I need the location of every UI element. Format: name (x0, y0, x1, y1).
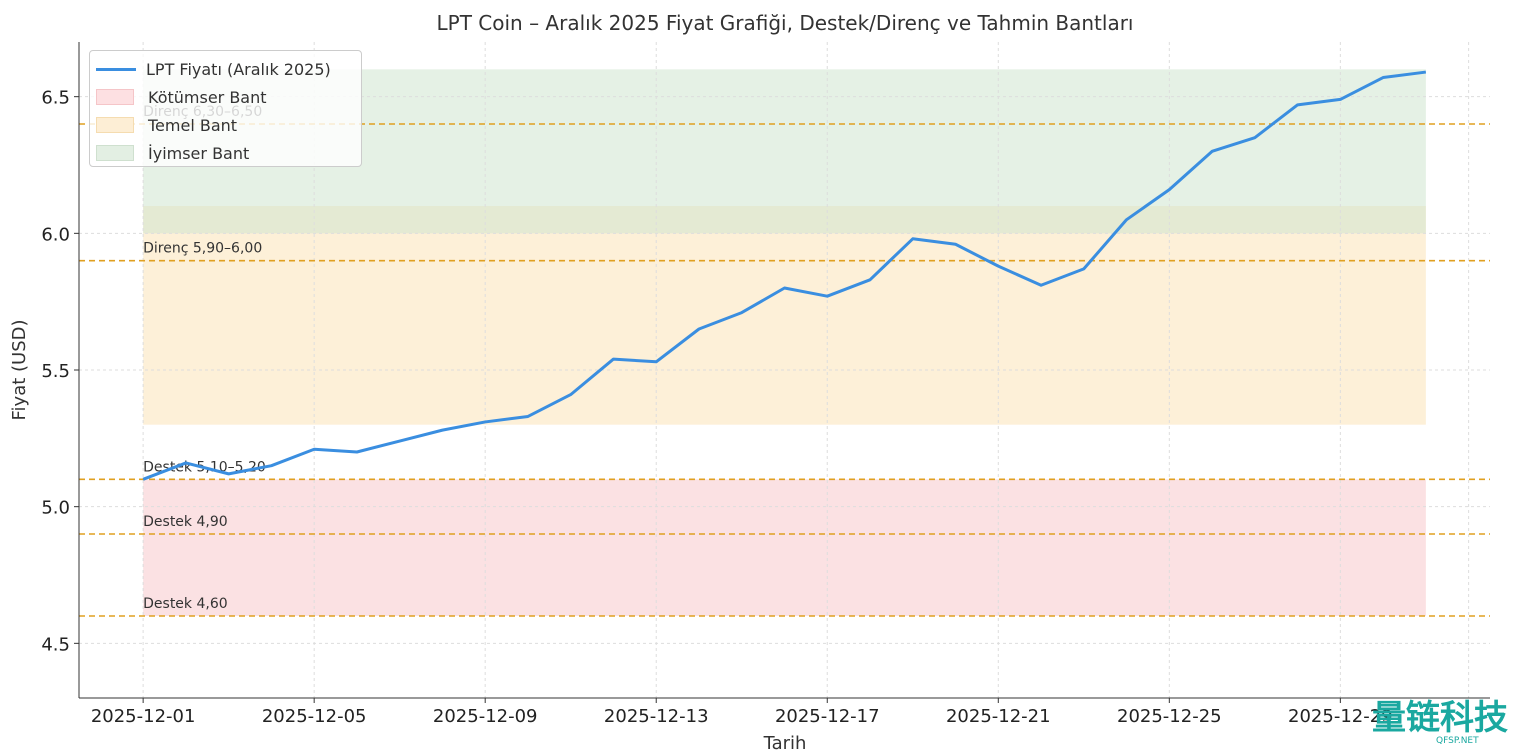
legend-label: İyimser Bant (148, 143, 250, 163)
level-label: Direnç 5,90–6,00 (143, 241, 262, 257)
level-label: Destek 4,90 (143, 514, 228, 530)
x-tick-label: 2025-12-13 (604, 706, 709, 727)
y-tick-label: 5.0 (41, 498, 70, 519)
y-tick-label: 6.0 (41, 224, 70, 245)
x-axis-label: Tarih (763, 733, 807, 754)
legend-item-optimistic: İyimser Bant (96, 139, 355, 167)
y-axis-label: Fiyat (USD) (9, 319, 30, 420)
y-tick-label: 5.5 (41, 361, 70, 382)
legend-label: Kötümser Bant (148, 87, 267, 107)
x-tick-label: 2025-12-05 (262, 706, 367, 727)
legend-item-base: Temel Bant (96, 111, 355, 139)
legend-swatch (96, 89, 134, 105)
band-Kötümser Bant (143, 479, 1426, 616)
legend-line-swatch (96, 67, 136, 71)
legend-item-pessimistic: Kötümser Bant (96, 83, 355, 111)
level-label: Destek 4,60 (143, 596, 228, 612)
watermark-logo: 量链科技 QFSP.NET (1316, 690, 1508, 746)
x-tick-label: 2025-12-01 (91, 706, 196, 727)
band-Temel Bant (143, 206, 1426, 425)
x-tick-label: 2025-12-21 (946, 706, 1051, 727)
legend-swatch (96, 145, 134, 161)
x-tick-label: 2025-12-25 (1117, 706, 1222, 727)
legend-label: Temel Bant (148, 115, 238, 135)
legend-item-price: LPT Fiyatı (Aralık 2025) (96, 55, 355, 83)
legend-swatch (96, 117, 134, 133)
x-tick-label: 2025-12-29 (1288, 706, 1393, 727)
watermark-sub: QFSP.NET (1436, 736, 1479, 746)
y-tick-label: 6.5 (41, 88, 70, 109)
y-tick-label: 4.5 (41, 634, 70, 655)
x-tick-label: 2025-12-17 (775, 706, 880, 727)
watermark-text: 量链科技 (1372, 698, 1508, 738)
x-tick-label: 2025-12-09 (433, 706, 538, 727)
legend: LPT Fiyatı (Aralık 2025) Kötümser Bant T… (89, 50, 362, 167)
legend-label: LPT Fiyatı (Aralık 2025) (146, 59, 331, 79)
chart-title: LPT Coin – Aralık 2025 Fiyat Grafiği, De… (437, 11, 1134, 35)
